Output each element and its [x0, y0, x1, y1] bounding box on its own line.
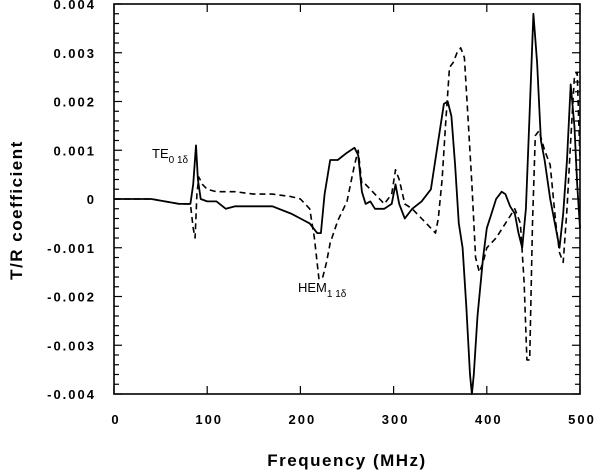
y-tick-label: 0.001	[53, 143, 96, 158]
x-tick-label: 300	[382, 412, 410, 427]
y-tick-label: 0	[87, 192, 96, 207]
annotation-te: TE0 1δ	[152, 146, 189, 166]
x-axis-tick-labels: 0 100 200 300 400 500	[111, 412, 596, 427]
x-tick-label: 0	[111, 412, 120, 427]
x-axis-title: Frequency (MHz)	[267, 451, 426, 470]
series-layer	[114, 12, 581, 395]
annotation-hem: HEM1 1δ	[298, 280, 347, 300]
plot-frame	[113, 3, 581, 395]
x-tick-label: 200	[289, 412, 317, 427]
x-tick-label: 100	[195, 412, 223, 427]
y-tick-label: 0.003	[53, 46, 96, 61]
series-solid-line	[114, 12, 581, 395]
y-tick-label: -0.002	[47, 290, 96, 305]
y-tick-label: -0.003	[47, 338, 96, 353]
y-tick-label: 0.004	[53, 0, 96, 12]
y-tick-label: 0.002	[53, 95, 96, 110]
y-axis-title: T/R coefficient	[7, 140, 26, 280]
y-axis-tick-labels: 0.004 0.003 0.002 0.001 0 -0.001 -0.002 -0.003 -…	[47, 0, 96, 402]
series-dashed-line	[114, 47, 581, 361]
y-tick-label: -0.001	[47, 241, 96, 256]
y-tick-label: -0.004	[47, 387, 96, 402]
y-axis-ticks	[114, 3, 580, 395]
mode-annotations: TE0 1δ HEM1 1δ	[152, 146, 347, 300]
x-tick-label: 400	[475, 412, 503, 427]
x-tick-label: 500	[568, 412, 596, 427]
